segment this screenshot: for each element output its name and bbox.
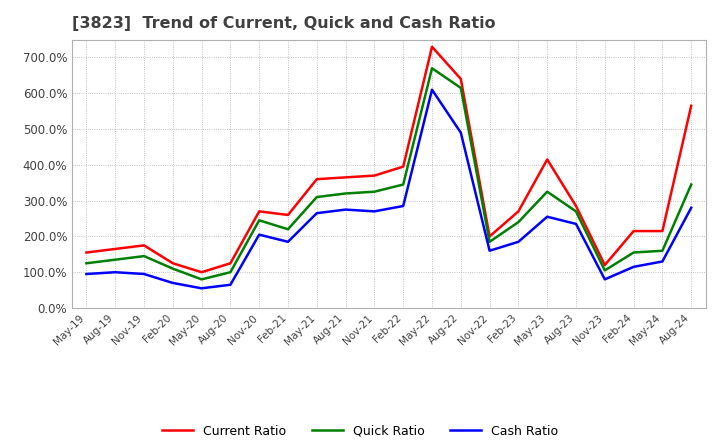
Cash Ratio (687, 205, 696, 210)
Current Ratio (514, 209, 523, 214)
Quick Ratio (168, 266, 177, 271)
Cash Ratio (399, 203, 408, 209)
Current Ratio (687, 103, 696, 108)
Current Ratio (370, 173, 379, 178)
Cash Ratio (629, 264, 638, 269)
Quick Ratio (111, 257, 120, 262)
Current Ratio (82, 250, 91, 255)
Cash Ratio (514, 239, 523, 245)
Line: Quick Ratio: Quick Ratio (86, 68, 691, 279)
Quick Ratio (226, 270, 235, 275)
Cash Ratio (226, 282, 235, 287)
Current Ratio (658, 228, 667, 234)
Quick Ratio (428, 66, 436, 71)
Cash Ratio (572, 221, 580, 227)
Cash Ratio (543, 214, 552, 220)
Quick Ratio (572, 209, 580, 214)
Current Ratio (399, 164, 408, 169)
Cash Ratio (341, 207, 350, 212)
Line: Cash Ratio: Cash Ratio (86, 90, 691, 288)
Quick Ratio (687, 182, 696, 187)
Quick Ratio (456, 85, 465, 91)
Current Ratio (485, 234, 494, 239)
Quick Ratio (514, 220, 523, 225)
Current Ratio (111, 246, 120, 252)
Quick Ratio (629, 250, 638, 255)
Legend: Current Ratio, Quick Ratio, Cash Ratio: Current Ratio, Quick Ratio, Cash Ratio (157, 420, 563, 440)
Cash Ratio (370, 209, 379, 214)
Quick Ratio (82, 260, 91, 266)
Current Ratio (341, 175, 350, 180)
Cash Ratio (600, 277, 609, 282)
Current Ratio (140, 243, 148, 248)
Quick Ratio (600, 268, 609, 273)
Quick Ratio (341, 191, 350, 196)
Quick Ratio (140, 253, 148, 259)
Quick Ratio (197, 277, 206, 282)
Quick Ratio (399, 182, 408, 187)
Current Ratio (629, 228, 638, 234)
Current Ratio (284, 213, 292, 218)
Quick Ratio (543, 189, 552, 194)
Cash Ratio (312, 210, 321, 216)
Current Ratio (226, 260, 235, 266)
Cash Ratio (456, 130, 465, 135)
Current Ratio (456, 76, 465, 81)
Current Ratio (428, 44, 436, 49)
Cash Ratio (82, 271, 91, 277)
Text: [3823]  Trend of Current, Quick and Cash Ratio: [3823] Trend of Current, Quick and Cash … (72, 16, 495, 32)
Cash Ratio (140, 271, 148, 277)
Cash Ratio (255, 232, 264, 237)
Cash Ratio (284, 239, 292, 245)
Quick Ratio (284, 227, 292, 232)
Quick Ratio (255, 218, 264, 223)
Cash Ratio (197, 286, 206, 291)
Current Ratio (600, 262, 609, 268)
Quick Ratio (658, 248, 667, 253)
Cash Ratio (111, 270, 120, 275)
Cash Ratio (658, 259, 667, 264)
Current Ratio (168, 260, 177, 266)
Cash Ratio (485, 248, 494, 253)
Quick Ratio (485, 239, 494, 245)
Quick Ratio (312, 194, 321, 200)
Cash Ratio (168, 280, 177, 286)
Quick Ratio (370, 189, 379, 194)
Current Ratio (543, 157, 552, 162)
Current Ratio (255, 209, 264, 214)
Current Ratio (572, 203, 580, 209)
Line: Current Ratio: Current Ratio (86, 47, 691, 272)
Current Ratio (312, 176, 321, 182)
Current Ratio (197, 270, 206, 275)
Cash Ratio (428, 87, 436, 92)
